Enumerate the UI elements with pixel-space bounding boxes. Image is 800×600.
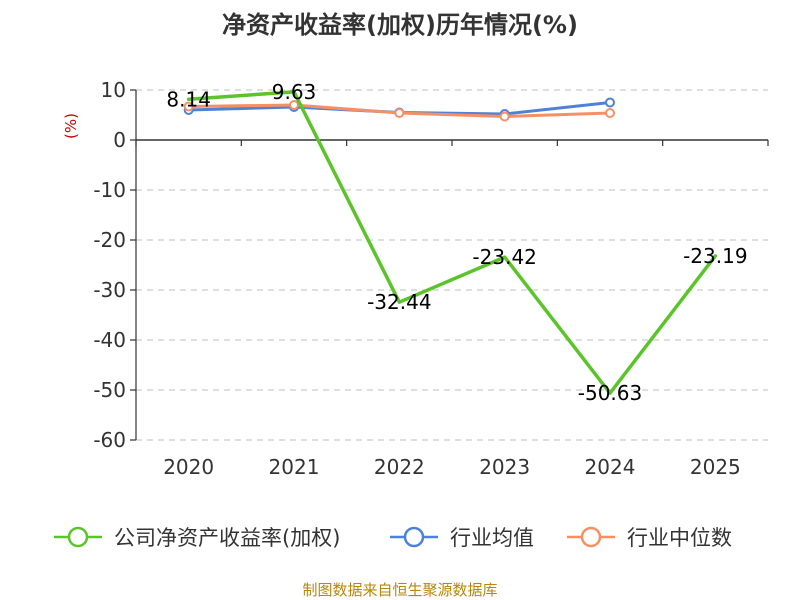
legend-marker (67, 526, 89, 548)
series-lines (183, 90, 718, 395)
data-label: -50.63 (578, 381, 642, 405)
y-tick-label: 0 (113, 128, 126, 152)
x-tick-label: 2023 (479, 455, 530, 479)
legend-label: 行业均值 (450, 526, 534, 550)
data-point (605, 108, 615, 118)
x-tick-label: 2024 (585, 455, 636, 479)
y-tick-label: -10 (93, 178, 126, 202)
data-point (499, 111, 510, 122)
data-point (394, 108, 405, 118)
data-point (289, 100, 299, 110)
x-tick-label: 2022 (374, 455, 425, 479)
x-axis-ticks: 2020 2021 2022 2023 2024 2025 (135, 140, 769, 479)
chart-title: 净资产收益率(加权)历年情况(%) (222, 11, 578, 39)
data-point (183, 101, 194, 112)
legend-marker (403, 526, 425, 548)
y-tick-label: -30 (93, 278, 126, 302)
data-label: 8.14 (166, 87, 211, 111)
y-tick-label: -60 (93, 428, 126, 452)
data-label: -23.19 (683, 244, 747, 268)
legend: 公司净资产收益率(加权) 行业均值 行业中位数 (54, 526, 732, 550)
legend-label: 公司净资产收益率(加权) (114, 526, 340, 550)
source-note: 制图数据来自恒生聚源数据库 (302, 581, 497, 599)
y-tick-label: -40 (93, 328, 126, 352)
legend-marker (580, 526, 602, 548)
y-axis-ticks: 10 0 -10 -20 -30 -40 -50 -60 (93, 78, 136, 452)
data-labels: 8.14 9.63 -32.44 -23.42 -50.63 -23.19 (166, 80, 747, 405)
x-tick-label: 2021 (269, 455, 320, 479)
legend-label: 行业中位数 (627, 526, 732, 550)
y-tick-label: -20 (93, 228, 126, 252)
data-label: -32.44 (367, 290, 431, 314)
series-line-0 (186, 90, 718, 395)
data-label: 9.63 (272, 80, 317, 104)
y-tick-label: 10 (101, 78, 126, 102)
data-label: -23.42 (472, 245, 536, 269)
y-tick-label: -50 (93, 378, 126, 402)
x-tick-label: 2025 (690, 455, 741, 479)
x-tick-label: 2020 (163, 455, 214, 479)
y-axis-unit-label: (%) (62, 113, 80, 139)
data-point (605, 97, 615, 108)
